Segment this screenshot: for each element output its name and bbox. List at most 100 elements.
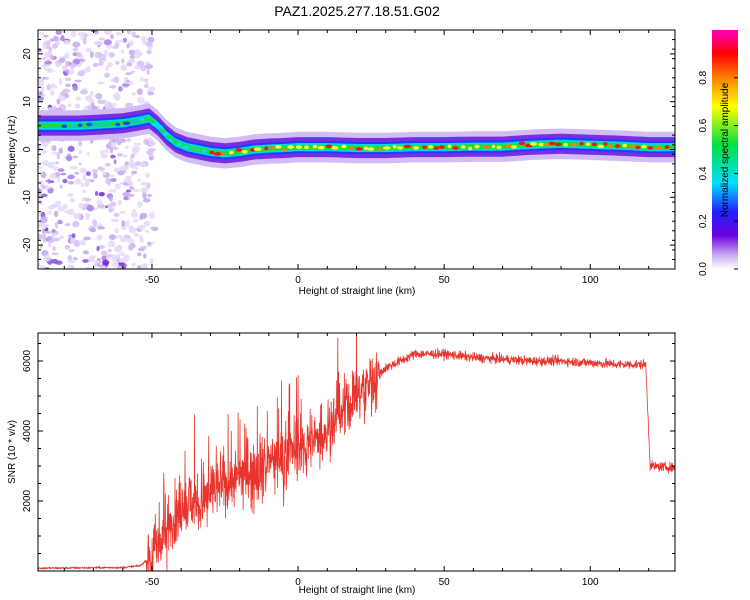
colorbar-tick-label: 0.4 bbox=[698, 166, 709, 180]
ridge-core-blob bbox=[608, 144, 613, 148]
noise-speckle bbox=[142, 192, 147, 199]
noise-speckle bbox=[59, 235, 65, 240]
noise-speckle bbox=[63, 39, 68, 45]
noise-speckle bbox=[45, 50, 52, 57]
noise-speckle bbox=[83, 236, 91, 241]
noise-speckle bbox=[97, 203, 105, 209]
noise-speckle bbox=[96, 99, 105, 105]
ridge-core-blob bbox=[146, 115, 151, 120]
noise-speckle bbox=[62, 178, 68, 184]
spectrogram-y-axis-label: Frequency (Hz) bbox=[7, 116, 18, 185]
noise-speckle bbox=[65, 83, 71, 88]
ridge-core-blob bbox=[474, 144, 480, 149]
noise-speckle bbox=[85, 212, 91, 219]
ridge-core-blob bbox=[331, 146, 339, 150]
noise-speckle bbox=[79, 167, 88, 174]
ridge-core-blob bbox=[433, 146, 440, 150]
noise-speckle bbox=[94, 94, 102, 98]
ridge-core-blob bbox=[447, 144, 452, 149]
noise-speckle bbox=[72, 85, 79, 91]
noise-speckle bbox=[40, 86, 45, 92]
noise-speckle bbox=[149, 156, 154, 160]
noise-speckle bbox=[92, 219, 98, 227]
noise-speckle bbox=[79, 89, 88, 95]
noise-speckle bbox=[52, 246, 56, 251]
noise-speckle bbox=[55, 161, 60, 165]
noise-speckle bbox=[118, 138, 127, 143]
noise-speckle bbox=[89, 90, 94, 97]
noise-speckle bbox=[105, 104, 109, 110]
ridge-core-blob bbox=[468, 146, 473, 151]
noise-speckle bbox=[104, 72, 110, 78]
noise-speckle bbox=[147, 193, 152, 197]
noise-speckle bbox=[77, 31, 86, 37]
noise-speckle bbox=[62, 65, 67, 72]
noise-speckle bbox=[137, 252, 142, 257]
noise-speckle bbox=[74, 103, 80, 109]
ridge-core-blob bbox=[548, 141, 556, 146]
noise-speckle bbox=[113, 159, 117, 165]
noise-speckle bbox=[144, 61, 151, 65]
noise-speckle bbox=[108, 85, 117, 89]
noise-speckle bbox=[42, 160, 49, 167]
noise-speckle bbox=[141, 263, 148, 269]
ridge-core-blob bbox=[383, 146, 391, 150]
noise-speckle bbox=[44, 61, 53, 65]
noise-speckle bbox=[53, 237, 61, 242]
spectrogram-y-tick-label: 10 bbox=[22, 96, 33, 108]
noise-speckle bbox=[49, 180, 55, 184]
noise-speckle bbox=[51, 231, 56, 239]
noise-speckle bbox=[45, 46, 52, 50]
noise-speckle bbox=[118, 251, 125, 256]
noise-speckle bbox=[39, 200, 43, 205]
noise-speckle bbox=[74, 79, 82, 83]
noise-speckle bbox=[107, 248, 112, 253]
noise-speckle bbox=[127, 244, 134, 251]
ridge-core-blob bbox=[664, 145, 670, 149]
noise-speckle bbox=[41, 149, 47, 154]
noise-speckle bbox=[114, 245, 121, 253]
noise-speckle bbox=[101, 255, 108, 261]
noise-speckle bbox=[110, 218, 120, 223]
noise-speckle bbox=[130, 153, 135, 159]
noise-speckle bbox=[118, 39, 124, 43]
noise-speckle bbox=[73, 239, 80, 247]
spectrogram-y-ticks: -20 -10 0 10 20 bbox=[22, 29, 675, 270]
noise-speckle bbox=[75, 52, 82, 58]
figure-title: PAZ1.2025.277.18.51.G02 bbox=[274, 3, 440, 19]
noise-speckle bbox=[128, 58, 135, 64]
noise-speckle bbox=[133, 142, 142, 146]
noise-speckle bbox=[52, 43, 58, 49]
spectrogram-panel: -50 0 50 100 -20 -10 0 10 20 Height of straight… bbox=[7, 29, 676, 297]
noise-speckle bbox=[125, 237, 133, 241]
noise-speckle bbox=[137, 201, 143, 208]
ridge-core-blob bbox=[61, 124, 68, 129]
ridge-core-blob bbox=[213, 152, 222, 156]
noise-speckle bbox=[58, 78, 63, 85]
noise-speckle bbox=[42, 226, 46, 230]
noise-speckle bbox=[114, 183, 121, 190]
noise-speckle bbox=[103, 39, 112, 46]
noise-speckle bbox=[120, 58, 125, 64]
colorbar-tick-label: 0.8 bbox=[698, 70, 709, 84]
noise-speckle bbox=[126, 138, 131, 142]
noise-speckle bbox=[124, 161, 129, 166]
ridge-core-blob bbox=[295, 145, 303, 149]
spectrogram-y-tick-label: -10 bbox=[22, 190, 33, 205]
colorbar-tick-label: 0.0 bbox=[698, 262, 709, 276]
noise-speckle bbox=[67, 67, 75, 75]
noise-speckle bbox=[68, 249, 75, 253]
noise-speckle bbox=[107, 240, 116, 248]
noise-speckle bbox=[135, 161, 142, 166]
ridge-core-blob bbox=[641, 144, 647, 149]
noise-speckle bbox=[96, 199, 103, 205]
noise-speckle bbox=[71, 233, 76, 239]
ridge-core-blob bbox=[349, 146, 354, 151]
noise-speckle bbox=[50, 172, 57, 180]
ridge-core-blob bbox=[97, 122, 104, 127]
noise-speckle bbox=[47, 107, 53, 111]
noise-speckle bbox=[130, 70, 135, 74]
noise-speckle bbox=[134, 48, 141, 54]
ridge-core-blob bbox=[428, 145, 434, 149]
